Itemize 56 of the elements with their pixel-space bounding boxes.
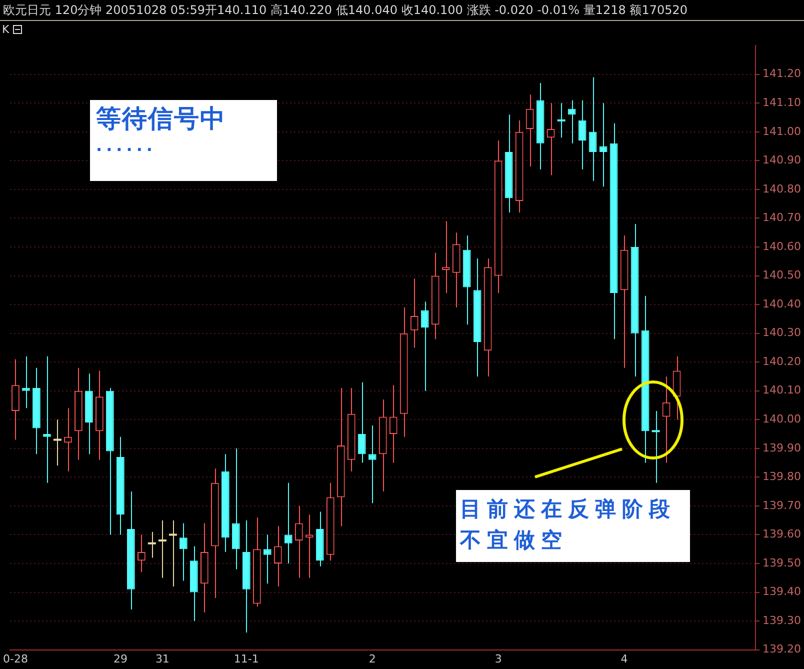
chart-title: 欧元日元 120分钟 20051028 05:59开140.110 高140.220 低140.040 收140.100 涨跌 -0.020 -0.01% 量1218 额170520 — [0, 0, 804, 21]
y-tick-label: 139.50 — [762, 556, 802, 570]
y-tick-label: 139.40 — [762, 585, 802, 598]
candlestick — [179, 522, 188, 582]
y-tick-label: 140.60 — [762, 240, 802, 253]
candlestick — [568, 100, 576, 144]
y-tick-label: 140.70 — [762, 211, 802, 224]
x-tick-label: 0-28 — [3, 652, 28, 666]
x-tick-label: 4 — [620, 652, 628, 666]
text: K — [2, 23, 10, 36]
candlestick — [410, 278, 418, 348]
annotation: 等待信号中 — [96, 103, 227, 135]
x-tick-label: 31 — [155, 652, 170, 666]
y-tick-label: 141.20 — [762, 67, 802, 80]
y-tick-label: 140.00 — [762, 412, 802, 426]
candlestick — [526, 94, 534, 167]
candlestick — [358, 382, 366, 464]
candlestick — [274, 526, 282, 588]
candlestick — [294, 505, 303, 578]
candlestick — [588, 76, 597, 182]
candlestick — [284, 482, 292, 564]
candlestick — [442, 220, 450, 294]
annotation: ...... — [96, 136, 158, 156]
candlestick — [232, 448, 240, 570]
x-tick-label: 29 — [113, 652, 128, 666]
y-tick-label: 139.80 — [762, 470, 802, 484]
candlestick — [546, 102, 555, 176]
y-tick-label: 140.90 — [762, 154, 802, 167]
candlestick — [22, 356, 30, 409]
candlestick — [43, 356, 51, 484]
candlestick — [662, 376, 670, 464]
y-tick-label: 140.10 — [762, 384, 802, 397]
x-tick-label: 3 — [494, 652, 502, 666]
y-tick-label: 140.50 — [762, 268, 802, 282]
candlestick — [368, 424, 376, 504]
y-tick-label: 140.80 — [762, 182, 802, 196]
candlestick — [263, 534, 272, 584]
y-tick-label: 140.40 — [762, 297, 802, 310]
x-tick-label: 11-1 — [234, 652, 259, 666]
y-tick-label: 141.00 — [762, 124, 802, 138]
candlestick — [389, 384, 398, 464]
candlestick — [305, 514, 314, 578]
y-tick-label: 139.30 — [762, 614, 802, 627]
y-tick-label: 139.90 — [762, 441, 802, 454]
candlestick — [578, 100, 586, 170]
annotation: 目前还在反弹阶段不宜做空 — [456, 490, 690, 562]
candlestick — [12, 358, 20, 440]
y-tick-label: 140.20 — [762, 354, 802, 368]
candlestick — [420, 301, 429, 392]
y-tick-label: 141.10 — [762, 96, 802, 109]
y-tick-label: 139.70 — [762, 498, 802, 512]
candlestick — [64, 408, 72, 472]
y-tick-label: 139.60 — [762, 528, 802, 541]
y-tick-label: 139.20 — [762, 642, 802, 656]
x-tick-label: 2 — [368, 652, 376, 666]
y-tick-label: 140.30 — [762, 326, 802, 340]
